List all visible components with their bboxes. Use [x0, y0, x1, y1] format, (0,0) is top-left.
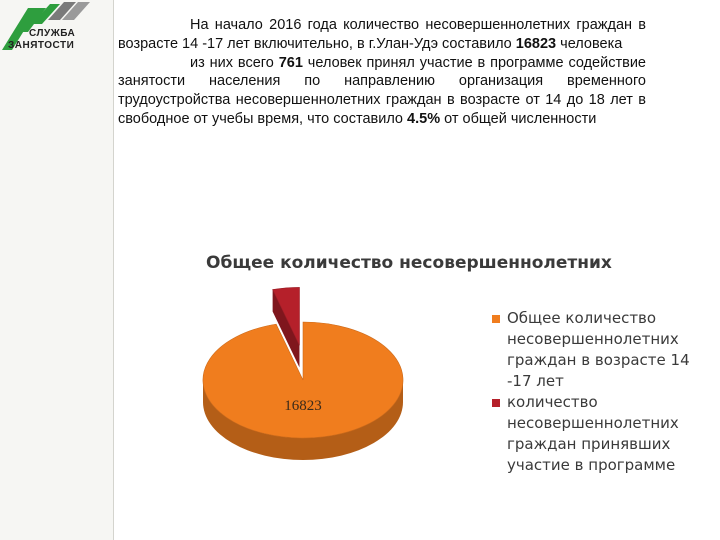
body-text: На начало 2016 года количество несоверше…	[118, 16, 646, 129]
logo-icon	[2, 2, 90, 50]
total-count-value: 16823	[515, 35, 557, 52]
participants-count-value: 761	[278, 54, 303, 71]
paragraph-participants: из них всего 761 человек принял участие …	[118, 54, 646, 127]
percent-value: 4.5%	[407, 110, 441, 127]
pie-slice-0	[202, 321, 404, 460]
chart-title: Общее количество несовершеннолетних	[206, 253, 612, 273]
legend-item-1: количество несовершеннолетних граждан пр…	[492, 392, 692, 476]
logo-text-line1: СЛУЖБА	[29, 28, 76, 39]
pie-slice-1	[272, 287, 300, 368]
legend-label-1: количество несовершеннолетних граждан пр…	[507, 393, 679, 474]
paragraph-total: На начало 2016 года количество несоверше…	[118, 17, 646, 52]
logo-text-line2: ЗАНЯТОСТИ	[8, 40, 75, 51]
data-label-0: 16823	[284, 398, 322, 414]
logo: СЛУЖБА ЗАНЯТОСТИ	[2, 2, 112, 56]
legend-label-0: Общее количество несовершеннолетних граж…	[507, 309, 690, 390]
chart-legend: Общее количество несовершеннолетних граж…	[492, 308, 692, 476]
legend-swatch-0	[492, 315, 500, 323]
pie-chart: 16823761	[202, 287, 404, 460]
left-sidebar-strip	[0, 0, 114, 540]
legend-swatch-1	[492, 399, 500, 407]
legend-item-0: Общее количество несовершеннолетних граж…	[492, 308, 692, 392]
